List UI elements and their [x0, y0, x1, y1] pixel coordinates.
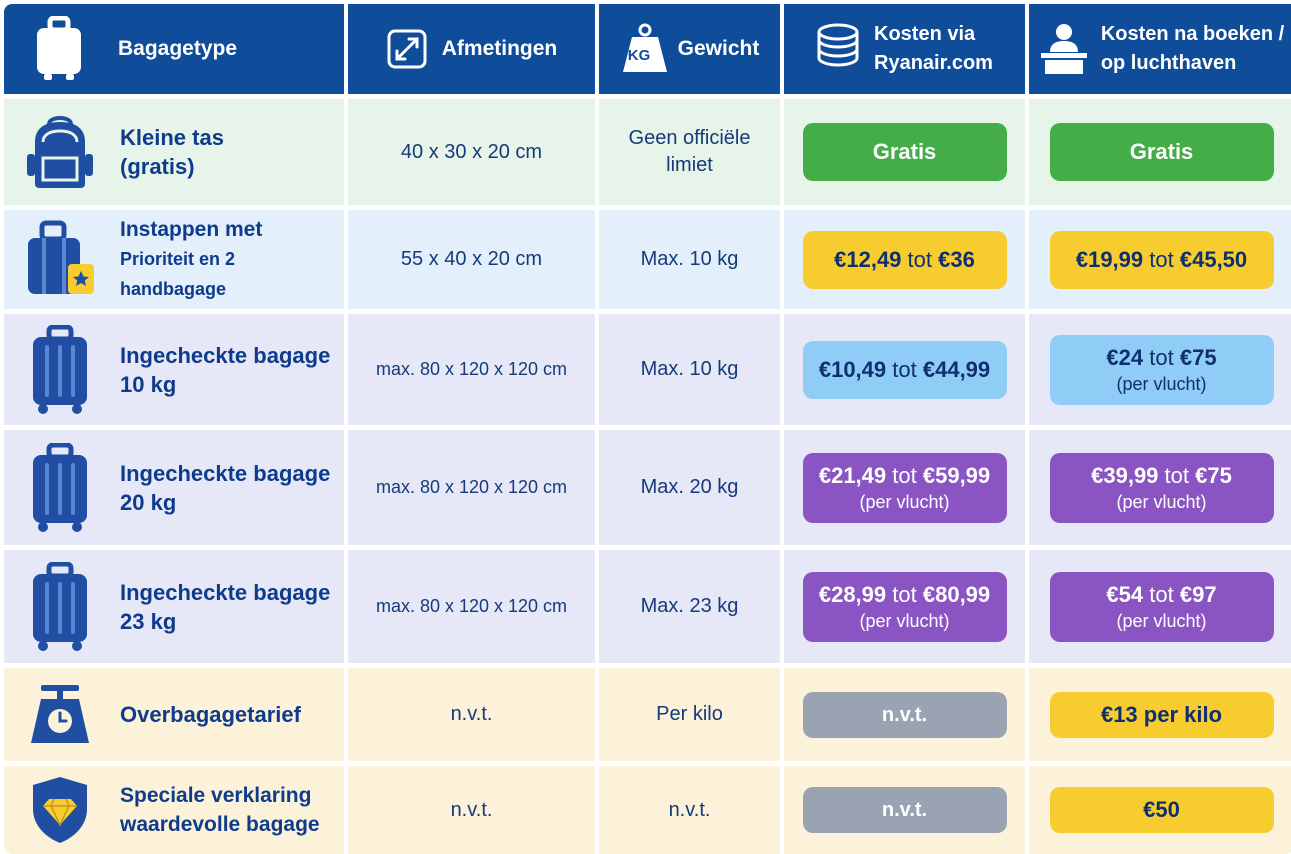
- priority-online-cost: €12,49 tot €36: [784, 210, 1025, 309]
- price-pill: €39,99 tot €75 (per vlucht): [1049, 452, 1274, 523]
- suitcase-star-icon: [24, 220, 96, 300]
- scale-icon: [24, 683, 96, 747]
- resize-icon: [386, 28, 428, 70]
- header-online-line1: Kosten via: [874, 23, 976, 45]
- row-small-bag-type: Kleine tas (gratis): [4, 99, 344, 205]
- excess-dimensions: n.v.t.: [348, 668, 595, 761]
- checked-23kg-online-cost: €28,99 tot €80,99 (per vlucht): [784, 550, 1025, 663]
- row-checked-10kg-type: Ingecheckte bagage 10 kg: [4, 314, 344, 425]
- valuables-weight: n.v.t.: [599, 766, 780, 854]
- checked-suitcase-icon: [24, 561, 96, 652]
- checked-23kg-sublabel: 23 kg: [120, 608, 177, 634]
- header-airport-line2: op luchthaven: [1100, 52, 1237, 74]
- price-pill: €28,99 tot €80,99 (per vlucht): [802, 571, 1007, 642]
- checked-suitcase-icon: [24, 324, 96, 415]
- small-bag-weight: Geen officiële limiet: [599, 99, 780, 205]
- header-airport-line1: Kosten na boeken /: [1100, 23, 1285, 45]
- header-dimensions: Afmetingen: [348, 4, 595, 94]
- price-pill: €21,49 tot €59,99 (per vlucht): [802, 452, 1007, 523]
- header-dimensions-label: Afmetingen: [441, 37, 558, 60]
- checked-20kg-weight: Max. 20 kg: [599, 430, 780, 545]
- header-weight: Gewicht: [599, 4, 780, 94]
- checked-20kg-sublabel: 20 kg: [120, 489, 177, 515]
- kg-badge: KG: [627, 47, 651, 64]
- checked-20kg-airport-cost: €39,99 tot €75 (per vlucht): [1029, 430, 1291, 545]
- small-bag-sublabel: (gratis): [120, 154, 195, 179]
- price-pill: €19,99 tot €45,50: [1049, 230, 1274, 289]
- checked-20kg-label: Ingecheckte bagage: [120, 460, 331, 486]
- desk-agent-icon: [1039, 22, 1089, 76]
- header-online-line2: Ryanair.com: [874, 52, 993, 74]
- shield-diamond-icon: [24, 775, 96, 845]
- small-bag-dimensions: 40 x 30 x 20 cm: [348, 99, 595, 205]
- price-pill: €50: [1049, 787, 1274, 833]
- price-pill: Gratis: [802, 123, 1007, 181]
- baggage-table: Bagagetype Afmetingen Gewicht: [4, 4, 1291, 854]
- checked-10kg-sublabel: 10 kg: [120, 371, 177, 397]
- price-pill: n.v.t.: [802, 691, 1007, 738]
- valuables-dimensions: n.v.t.: [348, 766, 595, 854]
- checked-10kg-label: Ingecheckte bagage: [120, 342, 331, 368]
- price-pill: Gratis: [1049, 123, 1274, 181]
- suitcase-icon: [34, 16, 84, 82]
- checked-10kg-dimensions: max. 80 x 120 x 120 cm: [348, 314, 595, 425]
- checked-10kg-weight: Max. 10 kg: [599, 314, 780, 425]
- valuables-label: Speciale verklaring: [120, 784, 312, 807]
- priority-weight: Max. 10 kg: [599, 210, 780, 309]
- row-excess-type: Overbagagetarief: [4, 668, 344, 761]
- price-pill: n.v.t.: [802, 787, 1007, 833]
- priority-label: Instappen met: [120, 218, 263, 241]
- header-type: Bagagetype: [4, 4, 344, 94]
- checked-suitcase-icon: [24, 442, 96, 533]
- checked-10kg-airport-cost: €24 tot €75 (per vlucht): [1029, 314, 1291, 425]
- small-bag-label: Kleine tas: [120, 125, 224, 150]
- priority-dimensions: 55 x 40 x 20 cm: [348, 210, 595, 309]
- valuables-airport-cost: €50: [1029, 766, 1291, 854]
- price-pill: €12,49 tot €36: [802, 230, 1007, 289]
- excess-weight: Per kilo: [599, 668, 780, 761]
- row-checked-23kg-type: Ingecheckte bagage 23 kg: [4, 550, 344, 663]
- checked-23kg-weight: Max. 23 kg: [599, 550, 780, 663]
- backpack-icon: [24, 114, 96, 190]
- valuables-sublabel: waardevolle bagage: [120, 813, 320, 836]
- excess-online-cost: n.v.t.: [784, 668, 1025, 761]
- checked-23kg-dimensions: max. 80 x 120 x 120 cm: [348, 550, 595, 663]
- valuables-online-cost: n.v.t.: [784, 766, 1025, 854]
- excess-label: Overbagagetarief: [120, 702, 301, 727]
- checked-23kg-airport-cost: €54 tot €97 (per vlucht): [1029, 550, 1291, 663]
- price-pill: €24 tot €75 (per vlucht): [1049, 334, 1274, 405]
- small-bag-airport-cost: Gratis: [1029, 99, 1291, 205]
- header-airport-cost: Kosten na boeken / op luchthaven: [1029, 4, 1291, 94]
- checked-20kg-online-cost: €21,49 tot €59,99 (per vlucht): [784, 430, 1025, 545]
- excess-airport-cost: €13 per kilo: [1029, 668, 1291, 761]
- checked-20kg-dimensions: max. 80 x 120 x 120 cm: [348, 430, 595, 545]
- small-bag-online-cost: Gratis: [784, 99, 1025, 205]
- checked-23kg-label: Ingecheckte bagage: [120, 579, 331, 605]
- priority-airport-cost: €19,99 tot €45,50: [1029, 210, 1291, 309]
- price-pill: €13 per kilo: [1049, 691, 1274, 738]
- row-valuables-type: Speciale verklaring waardevolle bagage: [4, 766, 344, 854]
- header-online-cost: Kosten via Ryanair.com: [784, 4, 1025, 94]
- price-pill: €54 tot €97 (per vlucht): [1049, 571, 1274, 642]
- header-weight-label: Gewicht: [677, 37, 760, 60]
- row-checked-20kg-type: Ingecheckte bagage 20 kg: [4, 430, 344, 545]
- priority-sublabel: Prioriteit en 2 handbagage: [120, 249, 236, 299]
- checked-10kg-online-cost: €10,49 tot €44,99: [784, 314, 1025, 425]
- row-priority-type: Instappen met Prioriteit en 2 handbagage: [4, 210, 344, 309]
- weight-kg-icon: [620, 22, 670, 76]
- coins-icon: [816, 23, 860, 75]
- header-type-label: Bagagetype: [118, 37, 238, 60]
- price-pill: €10,49 tot €44,99: [802, 340, 1007, 399]
